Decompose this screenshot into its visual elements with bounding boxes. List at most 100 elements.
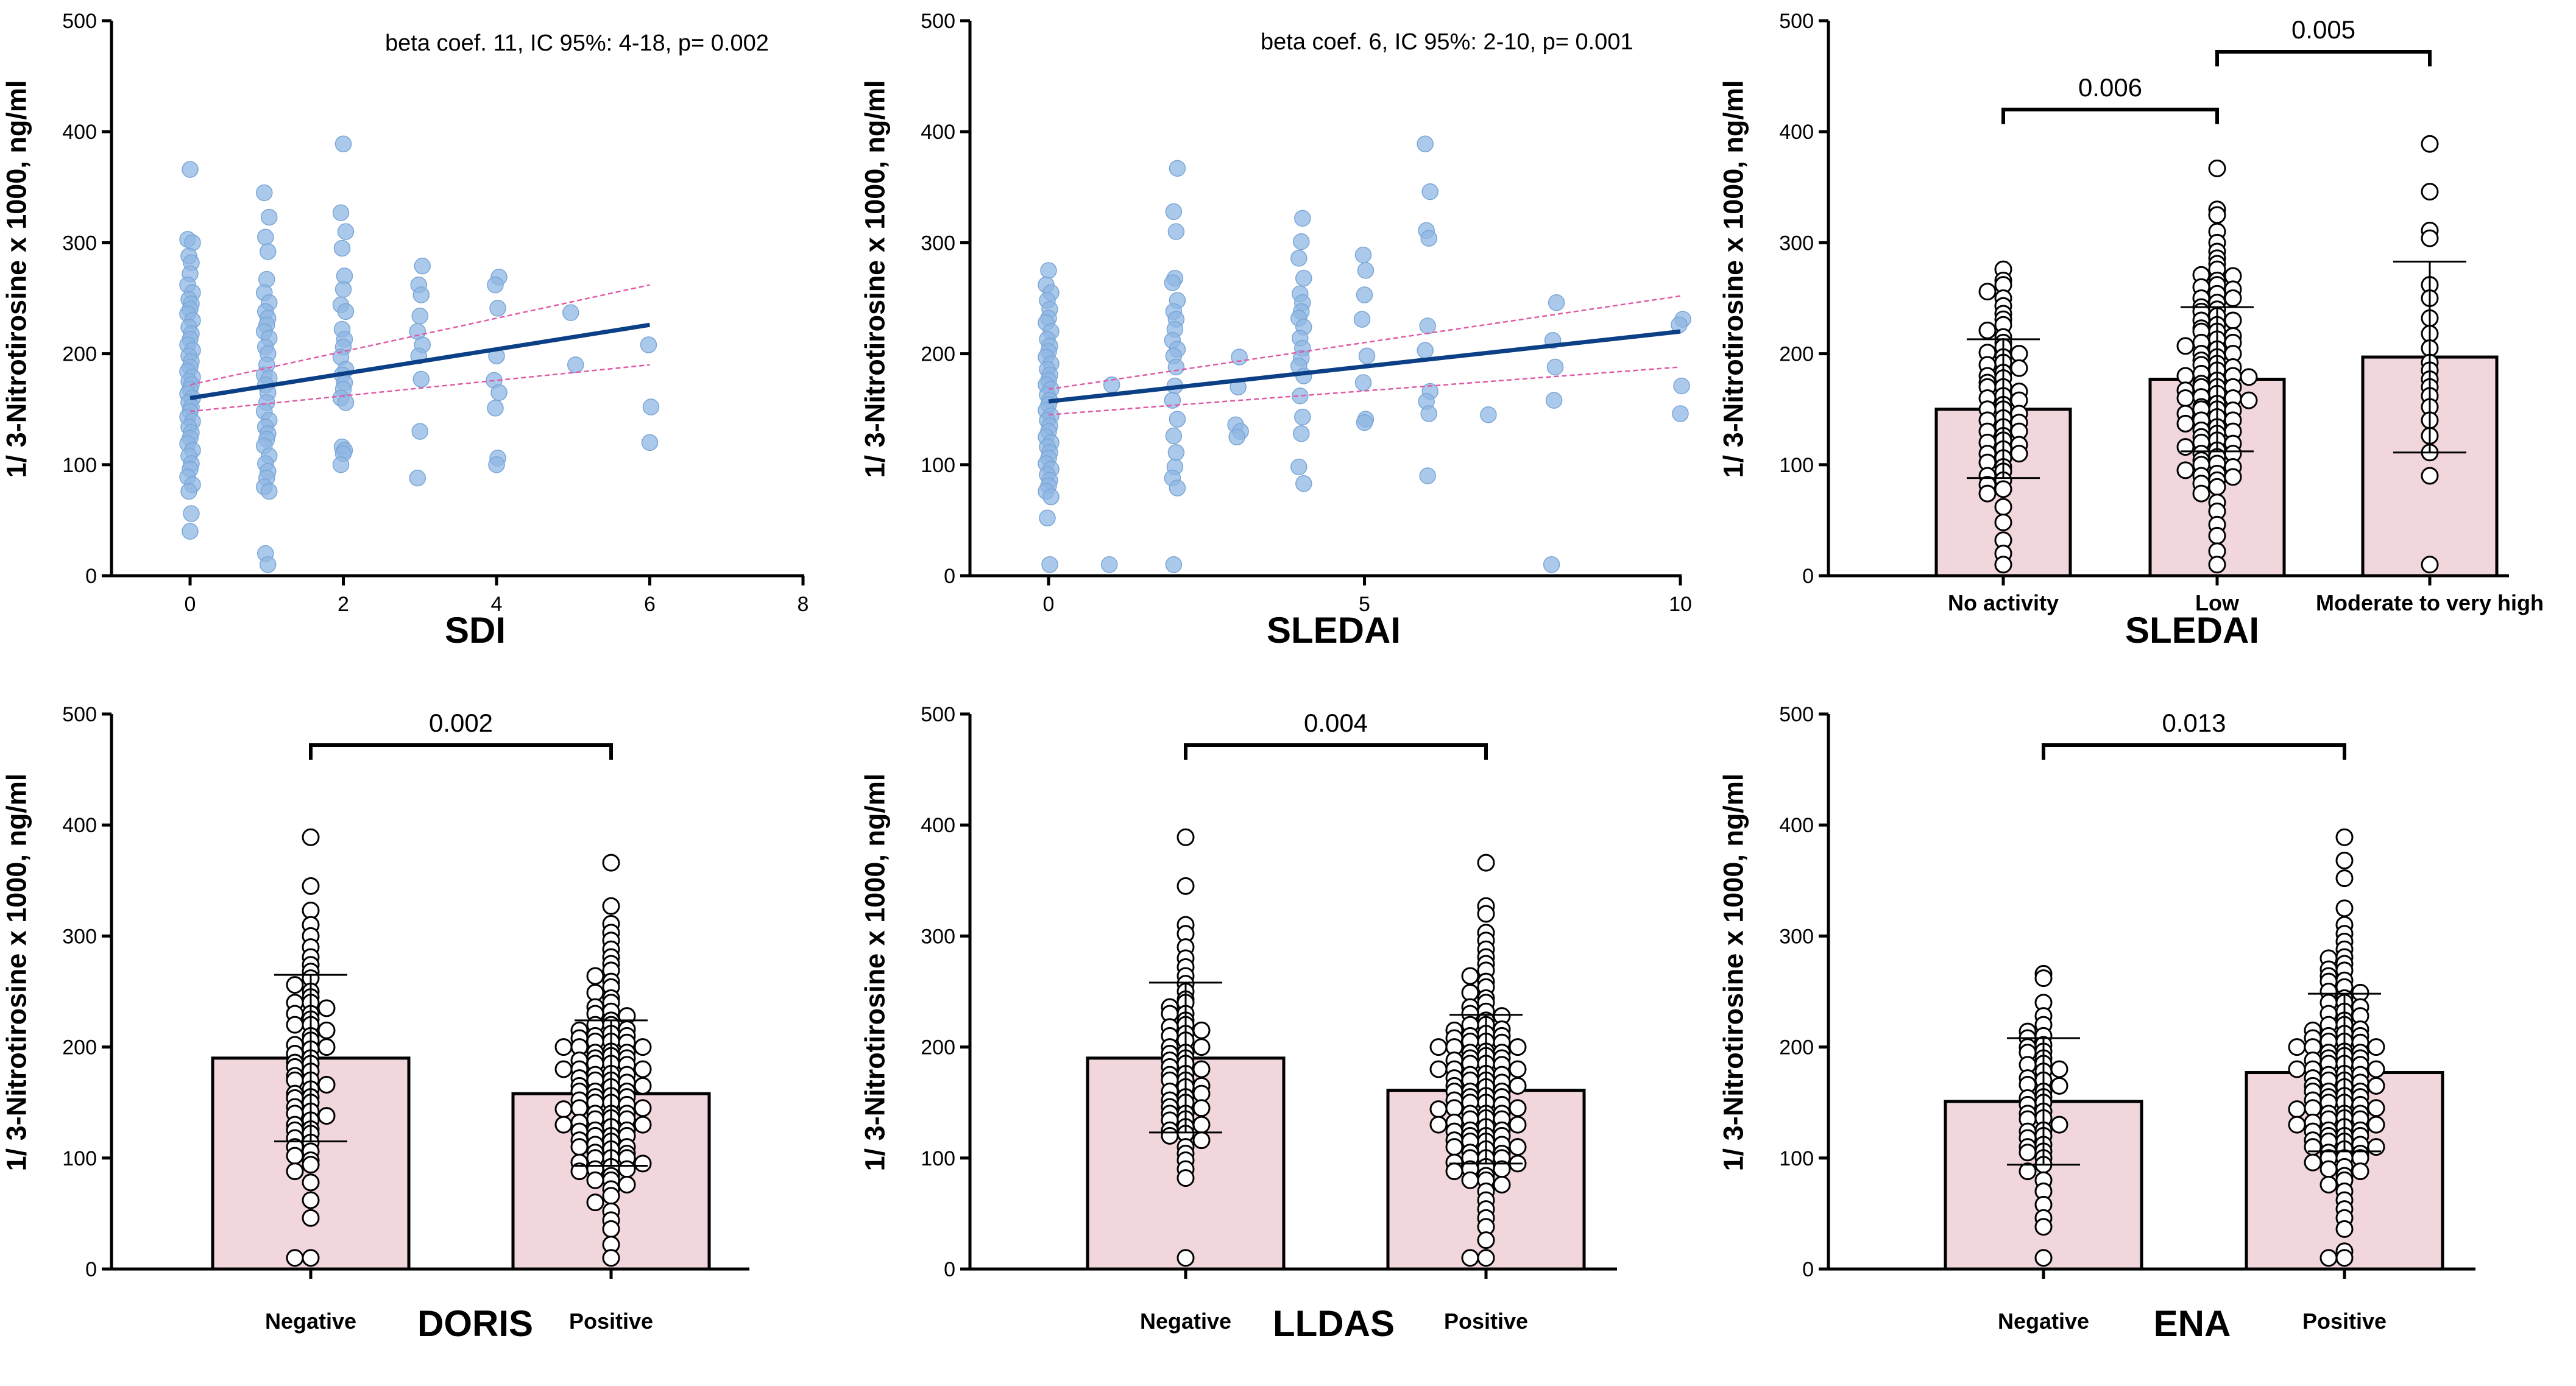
y-tick-label: 100 — [921, 454, 955, 477]
data-point — [409, 469, 426, 487]
data-point — [1994, 480, 2012, 498]
data-point — [2421, 183, 2439, 201]
sledai-scatter-plot: 0 100 200 300 400 500 0 5 10 — [921, 10, 1692, 616]
data-point — [642, 398, 660, 415]
data-point — [2208, 206, 2226, 224]
data-point — [1461, 967, 1479, 985]
x-tick-label: 8 — [798, 593, 809, 616]
x-tick-label: 2 — [338, 593, 349, 616]
data-point — [1357, 262, 1375, 279]
data-point — [488, 456, 505, 473]
data-point — [634, 1077, 652, 1095]
panel-sledai-bars: 1/ 3-Nitrotirosine x 1000, ng/ml 0 100 200… — [1717, 0, 2576, 693]
category-label: Negative — [265, 1309, 356, 1334]
data-point — [183, 505, 200, 522]
data-point — [640, 336, 657, 353]
data-point — [1477, 905, 1495, 923]
data-point — [1161, 1126, 1179, 1145]
data-point — [1039, 509, 1056, 527]
data-point — [2288, 1060, 2306, 1078]
data-point — [2176, 414, 2195, 433]
data-point — [1420, 230, 1437, 247]
data-point — [182, 161, 199, 178]
y-tick-label: 300 — [921, 925, 955, 948]
panel-sledai-scatter: 1/ 3-Nitrotirosine x 1000, ng/ml 0 100 200… — [858, 0, 1717, 693]
data-point — [2224, 468, 2242, 486]
data-point — [2208, 478, 2226, 496]
data-point — [256, 184, 273, 202]
data-point — [2034, 969, 2053, 988]
data-point — [1429, 1038, 1448, 1056]
y-tick-label: 500 — [62, 10, 97, 33]
data-point — [333, 239, 351, 257]
x-tick-label: 0 — [185, 593, 196, 616]
y-tick-label: 400 — [921, 814, 955, 837]
lldas-bar-chart: 0 100 200 300 400 500 Negative Positive 0.004 — [921, 703, 1617, 1334]
data-point — [1356, 286, 1373, 303]
data-point — [1192, 1084, 1211, 1103]
data-point — [337, 394, 355, 411]
data-point — [1356, 414, 1373, 431]
data-point — [1192, 1038, 1211, 1056]
data-point — [180, 483, 197, 500]
data-point — [1169, 160, 1186, 177]
data-point — [618, 1176, 636, 1194]
data-point — [2288, 1100, 2306, 1119]
data-point — [412, 370, 430, 388]
data-point — [554, 1038, 573, 1056]
category-label: Positive — [1444, 1309, 1528, 1334]
x-axis-title: SLEDAI — [1266, 610, 1401, 651]
data-point — [1509, 1038, 1527, 1056]
data-point — [1100, 556, 1118, 573]
data-point — [2019, 1144, 2037, 1162]
data-point — [1192, 1060, 1211, 1078]
data-point — [1169, 411, 1186, 428]
data-point — [1445, 1099, 1463, 1117]
y-tick-label: 300 — [921, 232, 955, 255]
category-label: Negative — [1140, 1309, 1231, 1334]
data-point — [487, 400, 504, 417]
data-point — [1169, 479, 1186, 497]
data-point — [317, 999, 336, 1017]
category-label: Moderate to very high — [2316, 590, 2544, 615]
data-point — [2351, 1162, 2369, 1181]
ci-upper-line — [1048, 295, 1681, 391]
data-point — [1293, 425, 1310, 442]
data-point — [286, 1249, 304, 1267]
y-tick-label: 300 — [62, 232, 97, 255]
data-point — [2010, 445, 2028, 463]
data-point — [317, 1107, 336, 1125]
data-point — [286, 1147, 304, 1165]
data-point — [302, 877, 320, 895]
data-point — [1165, 203, 1183, 221]
data-point — [2421, 135, 2439, 153]
data-point — [1419, 317, 1436, 334]
data-point — [1040, 262, 1057, 279]
data-point — [1672, 405, 1689, 422]
data-point — [182, 523, 199, 540]
data-point — [634, 1116, 652, 1134]
x-tick-label: 4 — [491, 593, 503, 616]
data-point — [412, 286, 430, 303]
data-point — [634, 1154, 652, 1173]
data-point — [302, 1209, 320, 1227]
data-point — [1461, 1171, 1479, 1189]
data-point — [1165, 556, 1183, 573]
data-point — [1295, 475, 1312, 492]
data-point — [1978, 321, 1997, 339]
data-point — [1354, 246, 1372, 264]
data-point — [1429, 1116, 1448, 1134]
data-point — [487, 276, 504, 294]
regression-annotation: beta coef. 11, IC 95%: 4-18, p= 0.002 — [385, 30, 769, 56]
data-point — [1445, 1138, 1463, 1156]
data-point — [586, 1171, 604, 1189]
data-point — [302, 901, 320, 919]
data-point — [2351, 983, 2369, 1002]
data-point — [602, 1187, 620, 1205]
data-point — [634, 1038, 652, 1056]
data-point — [490, 384, 508, 401]
data-point — [2367, 1038, 2385, 1056]
data-point — [1417, 342, 1434, 359]
y-tick-label: 0 — [85, 565, 97, 588]
data-point — [1228, 428, 1245, 445]
